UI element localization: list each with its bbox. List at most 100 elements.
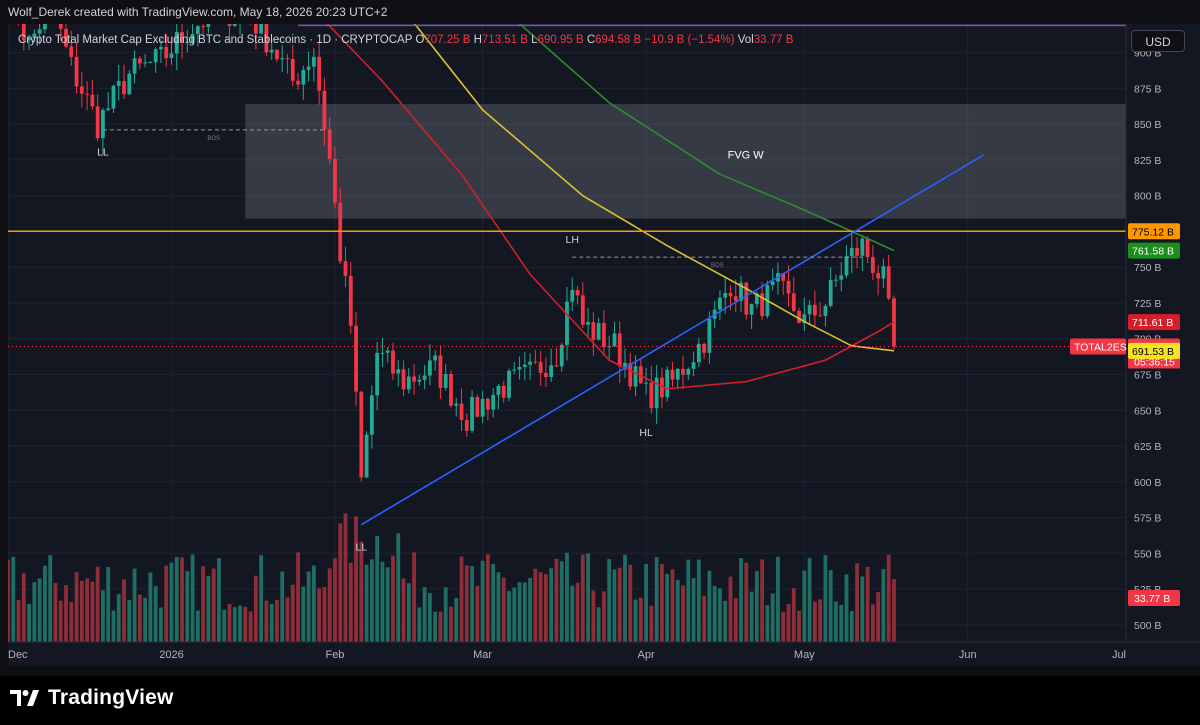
volume-bar [496,572,501,642]
price-label-box [1128,223,1180,240]
volume-bar [53,583,58,642]
candle-body [660,377,664,398]
legend-high-value: 713.51 B [481,34,528,46]
volume-bar [58,600,63,642]
candle-body [739,282,743,301]
candle-body [839,275,844,280]
volume-bar [665,573,670,642]
candle-body [359,391,364,478]
volume-bar [507,591,511,642]
volume-bar [111,610,116,642]
candle-body [412,376,416,382]
volume-bar [491,563,496,642]
candle-body [464,419,469,431]
legend-low-value: 690.95 B [537,34,584,46]
candle-body [27,38,31,41]
price-label-box [1128,314,1180,331]
volume-bar [116,594,121,642]
price-tick-label: 875 B [1134,83,1161,95]
volume-bar [417,607,422,642]
candle-body [348,275,353,326]
candle-body [749,304,754,315]
volume-bar [259,555,264,642]
time-axis[interactable] [8,642,1200,666]
candle-body [681,368,685,375]
symbol-legend: Crypto Total Market Cap Excluding BTC an… [18,34,793,46]
legend-close-value: 694.58 B [595,34,642,46]
volume-bar [132,568,137,642]
price-tick-label: 675 B [1134,369,1161,381]
legend-volume-label: Vol [737,34,754,46]
volume-bar [201,566,206,642]
candle-body [306,66,311,70]
candle-body [185,42,190,44]
price-tick-label: 600 B [1134,477,1161,489]
candle-body [375,352,380,396]
volume-bar [570,585,575,642]
candle-body [427,360,432,376]
currency-button[interactable]: USD [1131,30,1185,52]
candle-body [206,3,211,27]
volume-bar [612,569,617,642]
volume-bar [586,553,590,642]
volume-bar [660,563,664,642]
candle-body [612,333,617,347]
candle-body [617,333,622,367]
candle-body [886,266,891,299]
candle-body [770,281,775,286]
volume-bar [143,597,148,642]
volume-bar [90,581,95,642]
volume-label-text: 33.77 B [1134,593,1170,605]
candle-body [665,369,670,398]
candle-body [159,46,163,50]
legend-high-label: H [473,34,482,46]
candle-body [675,368,680,380]
fvg-zone-label: FVG W [728,149,765,161]
candle-body [396,369,401,374]
volume-bar [781,611,786,642]
candle-body [565,301,569,345]
tradingview-logo[interactable]: TradingView [10,686,174,710]
volume-bar [892,579,896,642]
candle-body [718,297,722,310]
candle-body [443,373,448,388]
candle-body [870,257,875,274]
tradingview-logo-icon [10,690,39,706]
time-tick-label: Feb [325,649,344,661]
volume-bar [354,516,358,642]
candle-body [602,323,606,348]
volume-bar [195,610,200,642]
candle-body [422,375,427,380]
candle-body [470,397,474,431]
volume-bar [211,568,216,642]
volume-bar [338,523,343,642]
volume-bar [686,559,691,642]
volume-bar [222,609,227,642]
volume-bar [828,570,833,642]
volume-bar [85,578,90,642]
volume-bar [206,575,211,642]
candle-body [317,56,322,91]
candle-body [153,49,158,63]
candle-body [860,238,865,256]
candle-body [122,81,126,95]
volume-bar [776,556,780,642]
volume-bar [744,562,749,642]
volume-bar [375,535,380,642]
volume-bar [786,604,791,642]
volume-bar [797,610,801,642]
legend-close-label: C [586,34,596,46]
candle-body [90,94,95,107]
volume-bar [43,565,47,642]
support-trendline[interactable] [360,154,985,526]
volume-bar [369,559,374,642]
candle-body [327,129,332,159]
candle-body [95,106,100,139]
candle-body [501,385,506,398]
volume-bar [870,604,875,642]
volume-bar [559,561,564,642]
fvg-zone[interactable] [245,104,1126,219]
volume-bar [696,559,701,642]
